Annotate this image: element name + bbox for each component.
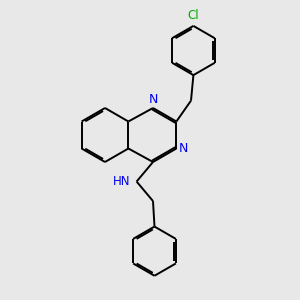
Text: Cl: Cl <box>188 9 199 22</box>
Text: N: N <box>179 142 188 155</box>
Text: HN: HN <box>112 175 130 188</box>
Text: N: N <box>148 93 158 106</box>
